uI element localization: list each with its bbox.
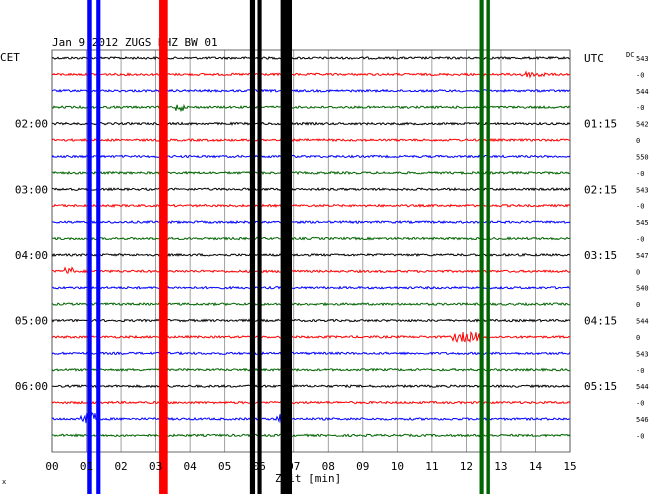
- trace-line: [51, 330, 571, 343]
- dc-offset-label: 542: [636, 121, 649, 129]
- dc-offset-label: 544: [636, 88, 649, 96]
- dc-header-label: DC: [626, 51, 634, 59]
- trace-line: [51, 187, 571, 192]
- saturated-band: [280, 0, 293, 494]
- dc-offset-label: -0: [636, 104, 644, 112]
- trace-line: [51, 70, 571, 79]
- left-hour-label: 04:00: [15, 249, 48, 262]
- traces: [51, 56, 571, 438]
- trace-line: [51, 236, 571, 241]
- trace-line: [51, 384, 571, 389]
- x-tick-labels: 00 01 02 03 04 05 06 07 08 09 10 11 12 13 14 15: [45, 460, 576, 473]
- corner-mark: x: [2, 478, 6, 486]
- dc-offset-label: 544: [636, 383, 649, 391]
- dc-offset-label: 544: [636, 318, 649, 326]
- trace-line: [51, 400, 571, 405]
- saturated-band: [257, 0, 262, 494]
- plot-frame: [51, 49, 571, 453]
- left-hour-labels: 02:00 03:00 04:00 05:00 06:00: [15, 118, 48, 394]
- dc-offset-label: 547: [636, 252, 649, 260]
- x-axis-label: Zeit [min]: [275, 472, 341, 485]
- right-hour-label: 03:15: [584, 249, 617, 262]
- x-tick-label: 14: [529, 460, 543, 473]
- saturated-bands: [87, 0, 490, 494]
- grid: [51, 49, 571, 453]
- right-hour-label: 01:15: [584, 118, 617, 131]
- trace-line: [51, 411, 571, 425]
- trace-line: [51, 137, 571, 143]
- dc-offset-label: 543: [636, 55, 649, 63]
- trace-line: [51, 88, 571, 93]
- trace-line: [51, 433, 571, 438]
- left-hour-label: 02:00: [15, 118, 48, 131]
- dc-offset-label: 550: [636, 153, 649, 161]
- left-hour-label: 05:00: [15, 315, 48, 328]
- x-tick-label: 08: [322, 460, 335, 473]
- x-tick-label: 02: [114, 460, 127, 473]
- x-tick-label: 15: [563, 460, 576, 473]
- trace-line: [51, 252, 571, 258]
- dc-offset-labels: 543 -0 544 -0 542 0 550 -0 543 -0 545 -0 547 0 540 0 544…: [636, 55, 649, 440]
- x-tick-label: 12: [460, 460, 473, 473]
- trace-line: [51, 367, 571, 373]
- x-tick-label: 07: [287, 460, 300, 473]
- trace-line: [51, 170, 571, 175]
- x-tick-label: 01: [80, 460, 93, 473]
- saturated-band: [87, 0, 92, 494]
- trace-line: [51, 103, 571, 113]
- trace-line: [51, 318, 571, 323]
- x-tick-label: 00: [45, 460, 58, 473]
- trace-line: [51, 351, 571, 356]
- dc-offset-label: 0: [636, 334, 640, 342]
- saturated-band: [249, 0, 256, 494]
- dc-offset-label: -0: [636, 432, 644, 440]
- dc-offset-label: 0: [636, 301, 640, 309]
- right-hour-label: 05:15: [584, 380, 617, 393]
- trace-line: [51, 301, 571, 307]
- saturated-band: [479, 0, 484, 494]
- dc-offset-label: -0: [636, 170, 644, 178]
- left-hour-label: 03:00: [15, 183, 48, 196]
- dc-offset-label: 543: [636, 186, 649, 194]
- saturated-band: [96, 0, 101, 494]
- left-hour-label: 06:00: [15, 380, 48, 393]
- dc-offset-label: -0: [636, 203, 644, 211]
- trace-line: [51, 220, 571, 225]
- x-tick-label: 05: [218, 460, 231, 473]
- trace-line: [51, 285, 571, 290]
- right-hour-label: UTC: [584, 52, 604, 65]
- dc-offset-label: 540: [636, 285, 649, 293]
- dc-offset-label: 546: [636, 416, 649, 424]
- dc-offset-label: -0: [636, 400, 644, 408]
- trace-line: [51, 56, 571, 61]
- x-tick-label: 11: [425, 460, 438, 473]
- dc-offset-label: 545: [636, 219, 649, 227]
- dc-offset-label: 0: [636, 268, 640, 276]
- dc-offset-label: -0: [636, 235, 644, 243]
- chart-title: Jan 9 2012 ZUGS HHZ BW 01: [52, 36, 218, 49]
- dc-offset-label: 0: [636, 137, 640, 145]
- dc-offset-label: 543: [636, 350, 649, 358]
- x-tick-label: 03: [149, 460, 162, 473]
- x-tick-label: 13: [494, 460, 507, 473]
- trace-line: [51, 121, 571, 126]
- right-hour-label: 02:15: [584, 183, 617, 196]
- saturated-band: [486, 0, 490, 494]
- x-tick-label: 04: [184, 460, 198, 473]
- trace-line: [51, 266, 571, 274]
- right-hour-labels: UTC 01:15 02:15 03:15 04:15 05:15: [584, 52, 617, 393]
- x-tick-label: 10: [391, 460, 404, 473]
- left-axis-label: CET: [0, 51, 20, 64]
- x-tick-label: 09: [356, 460, 369, 473]
- right-hour-label: 04:15: [584, 315, 617, 328]
- trace-line: [51, 203, 571, 208]
- trace-line: [51, 154, 571, 159]
- saturated-band: [159, 0, 168, 494]
- x-tick-label: 06: [253, 460, 266, 473]
- dc-offset-label: -0: [636, 71, 644, 79]
- dc-offset-label: -0: [636, 367, 644, 375]
